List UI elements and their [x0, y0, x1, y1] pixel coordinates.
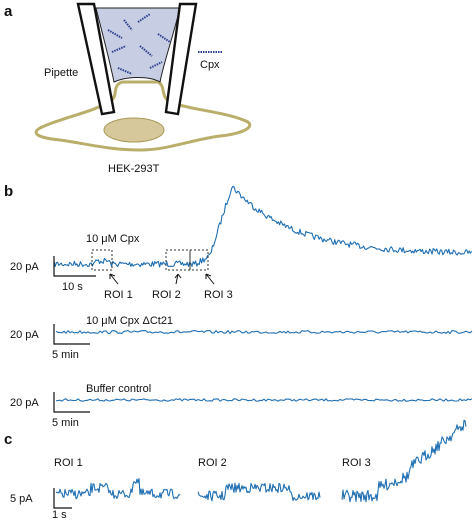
nucleus — [103, 117, 165, 143]
trace2-annotation: 10 μM Cpx ΔCt21 — [86, 315, 173, 327]
roi2-label: ROI 2 — [152, 289, 181, 301]
roi3-box — [189, 249, 209, 271]
trace1-x-scale: 10 s — [62, 281, 83, 293]
trace3-line — [55, 398, 473, 402]
c-roi2-label: ROI 2 — [198, 457, 227, 469]
roi1-label: ROI 1 — [104, 289, 133, 301]
cell-diagram: Cpx Pipette HEK-293T — [34, 2, 252, 175]
trace2-scalebar — [53, 324, 90, 345]
pipette-label: Pipette — [44, 67, 78, 79]
roi2-box — [165, 249, 191, 271]
c-y-scale: 5 pA — [10, 493, 33, 505]
c-x-scale: 1 s — [52, 509, 67, 520]
trace1-annotation: 10 μM Cpx — [86, 233, 140, 245]
c-roi1-label: ROI 1 — [54, 457, 83, 469]
panel-c-group: ROI 1 ROI 2 ROI 3 5 pA 1 s — [10, 419, 467, 520]
roi1-box — [91, 249, 113, 271]
trace3-scalebar — [53, 392, 90, 413]
c-scalebar — [53, 488, 72, 509]
trace2-group: 10 μM Cpx ΔCt21 20 pA 5 min — [10, 315, 473, 361]
trace3-x-scale: 5 min — [52, 417, 79, 429]
c-roi3-trace — [341, 419, 467, 503]
pipette-right-wall — [164, 2, 198, 116]
panel-a-letter: a — [4, 3, 13, 20]
panel-c-letter: c — [4, 431, 12, 448]
trace2-x-scale: 5 min — [52, 349, 79, 361]
trace3-y-scale: 20 pA — [10, 397, 39, 409]
c-roi2-trace — [197, 482, 321, 502]
c-roi3-label: ROI 3 — [342, 457, 371, 469]
trace1-y-scale: 20 pA — [10, 261, 39, 273]
trace2-y-scale: 20 pA — [10, 329, 39, 341]
trace3-annotation: Buffer control — [86, 383, 151, 395]
cpx-molecules — [107, 13, 171, 75]
cpx-label: Cpx — [200, 59, 220, 71]
roi3-label: ROI 3 — [204, 289, 233, 301]
pipette-left-wall — [76, 2, 116, 116]
trace3-group: Buffer control 20 pA 5 min — [10, 383, 473, 429]
cell-label: HEK-293T — [108, 163, 160, 175]
panel-b-letter: b — [4, 183, 13, 200]
c-roi1-trace — [55, 478, 181, 500]
trace1-group: 10 μM Cpx 20 pA 10 s ROI 1 ROI 2 ROI 3 — [10, 185, 473, 301]
trace2-line — [55, 329, 473, 335]
trace1-line — [53, 185, 473, 268]
pipette-solution — [95, 7, 181, 83]
trace1-scalebar — [53, 256, 96, 277]
hek-cell — [34, 80, 252, 152]
roi-arrows — [109, 273, 215, 285]
